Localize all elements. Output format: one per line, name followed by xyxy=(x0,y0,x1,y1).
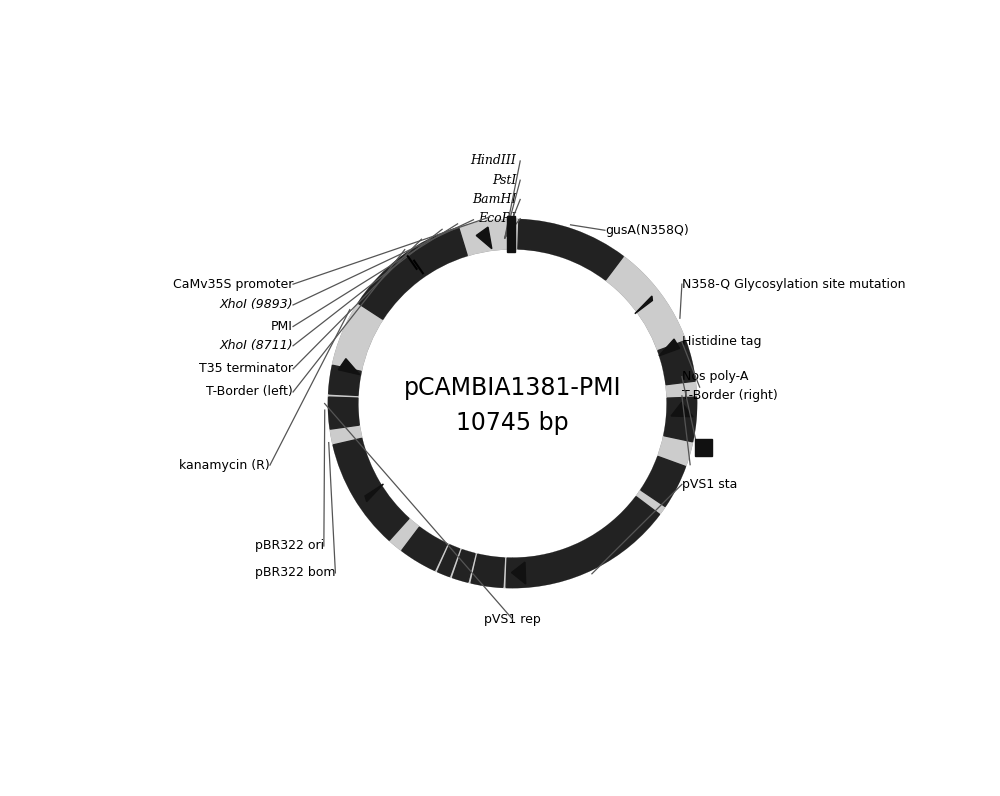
Wedge shape xyxy=(658,341,695,384)
Wedge shape xyxy=(664,397,697,442)
FancyBboxPatch shape xyxy=(695,439,712,456)
Text: BamHI: BamHI xyxy=(472,193,516,206)
Text: Histidine tag: Histidine tag xyxy=(682,335,761,349)
Text: N358-Q Glycosylation site mutation: N358-Q Glycosylation site mutation xyxy=(682,278,905,291)
Text: pBR322 bom: pBR322 bom xyxy=(255,567,335,579)
Text: T-Border (left): T-Border (left) xyxy=(206,385,293,399)
Text: kanamycin (R): kanamycin (R) xyxy=(179,458,270,471)
Wedge shape xyxy=(506,558,512,587)
Wedge shape xyxy=(453,550,475,582)
Wedge shape xyxy=(518,220,623,280)
Text: EcoRI: EcoRI xyxy=(478,213,516,225)
Text: PstI: PstI xyxy=(492,174,516,187)
Wedge shape xyxy=(641,456,685,506)
Text: pBR322 ori: pBR322 ori xyxy=(255,540,324,552)
Polygon shape xyxy=(511,562,526,584)
Text: T-Border (right): T-Border (right) xyxy=(682,389,778,402)
Wedge shape xyxy=(328,220,697,587)
Wedge shape xyxy=(333,439,409,540)
Text: pVS1 sta: pVS1 sta xyxy=(682,478,737,491)
Text: pCAMBIA1381-PMI: pCAMBIA1381-PMI xyxy=(404,377,621,400)
Text: XhoI (9893): XhoI (9893) xyxy=(219,298,293,311)
Text: 10745 bp: 10745 bp xyxy=(456,411,569,435)
Wedge shape xyxy=(481,556,504,587)
Wedge shape xyxy=(328,397,359,429)
Polygon shape xyxy=(476,227,492,248)
Wedge shape xyxy=(512,497,659,587)
Wedge shape xyxy=(402,527,430,560)
FancyBboxPatch shape xyxy=(507,217,515,252)
Wedge shape xyxy=(471,554,486,585)
Polygon shape xyxy=(635,296,652,314)
Text: XhoI (8711): XhoI (8711) xyxy=(219,339,293,353)
Wedge shape xyxy=(329,365,361,396)
Wedge shape xyxy=(358,228,467,319)
Text: gusA(N358Q): gusA(N358Q) xyxy=(605,224,689,236)
Wedge shape xyxy=(415,535,447,570)
Text: Nos poly-A: Nos poly-A xyxy=(682,370,748,383)
Text: HindIII: HindIII xyxy=(470,154,516,167)
Text: T35 terminator: T35 terminator xyxy=(199,362,293,376)
Wedge shape xyxy=(438,545,460,576)
Text: pVS1 rep: pVS1 rep xyxy=(484,613,541,626)
Polygon shape xyxy=(659,339,680,356)
Text: PMI: PMI xyxy=(271,320,293,333)
Polygon shape xyxy=(338,359,360,375)
Polygon shape xyxy=(671,403,693,417)
Text: CaMv35S promoter: CaMv35S promoter xyxy=(173,278,293,291)
Polygon shape xyxy=(365,484,383,501)
